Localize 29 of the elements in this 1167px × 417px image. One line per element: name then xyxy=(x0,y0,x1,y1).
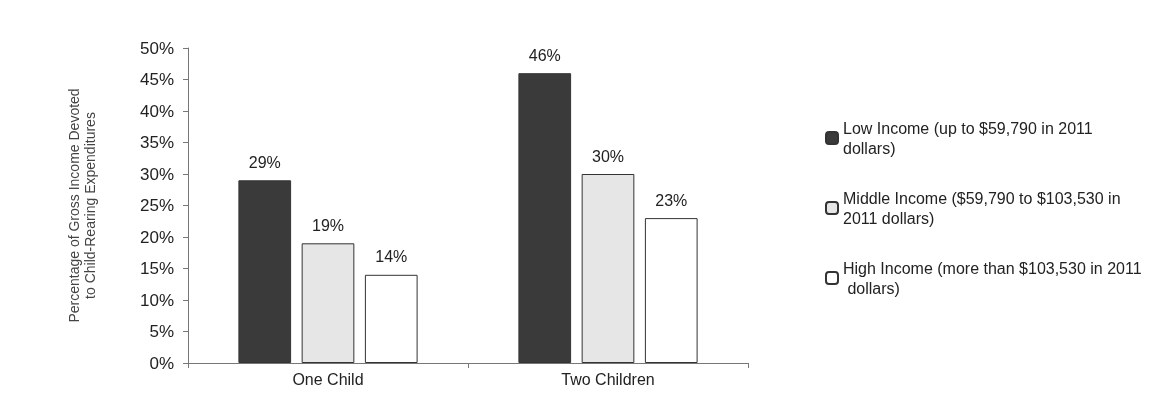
y-tick-label: 35% xyxy=(139,133,174,152)
y-tick-label: 5% xyxy=(149,322,174,341)
y-tick-label: 0% xyxy=(149,353,174,373)
legend-label: Low Income (up to $59,790 in 2011 dollars) xyxy=(843,119,1098,157)
data-label: 23% xyxy=(655,191,688,209)
bar xyxy=(581,174,635,363)
y-tick-label: 10% xyxy=(139,290,174,310)
y-axis-title: Percentage of Gross Income Devoted to Child-Rearing Expenditures xyxy=(66,88,98,323)
data-label: 19% xyxy=(311,216,345,234)
legend-label: Middle Income ($59,790 to $103,530 in 2011 dollars) xyxy=(843,189,1125,227)
data-label: 14% xyxy=(375,248,408,266)
bar xyxy=(238,180,292,363)
data-label: 30% xyxy=(591,147,625,165)
y-tick-label: 15% xyxy=(139,259,174,278)
y-tick-label: 40% xyxy=(139,101,174,121)
y-tick-label: 20% xyxy=(139,227,174,247)
bar xyxy=(364,274,418,363)
y-tick-label: 30% xyxy=(139,164,174,184)
y-tick-label: 45% xyxy=(139,70,174,89)
legend-label: High Income (more than $103,530 in 2011 dollars) xyxy=(843,259,1142,297)
x-tick-label: One Child xyxy=(292,370,364,388)
y-tick-label: 25% xyxy=(139,196,174,215)
data-label: 46% xyxy=(528,46,561,64)
y-tick-label: 50% xyxy=(139,38,174,58)
bar xyxy=(518,73,572,363)
bar xyxy=(644,218,698,363)
data-label: 29% xyxy=(248,153,281,171)
x-tick-label: Two Children xyxy=(561,370,655,388)
bar xyxy=(301,243,355,363)
